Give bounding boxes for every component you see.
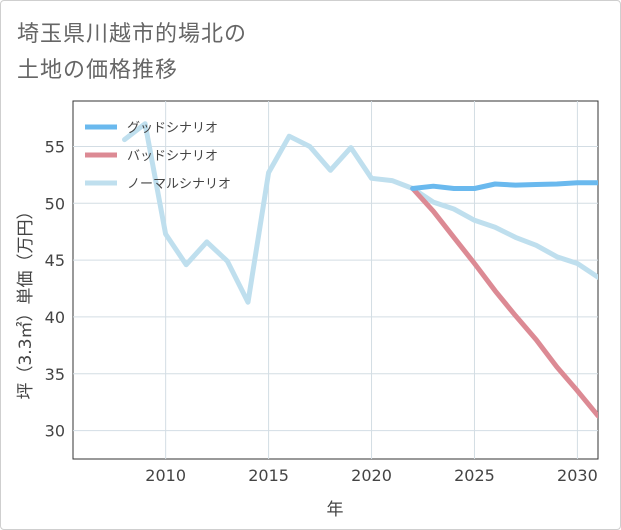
- y-axis-title: 坪（3.3㎡）単価（万円）: [16, 202, 36, 399]
- legend-label: グッドシナリオ: [127, 121, 218, 136]
- series-group: [122, 121, 598, 419]
- y-tick-labels: 30 35 40 45 50 55: [45, 137, 65, 440]
- chart-title: 埼玉県川越市的場北の 土地の価格推移: [17, 17, 417, 89]
- y-tick-label: 50: [45, 194, 65, 213]
- x-tick-label: 2015: [248, 466, 289, 485]
- legend-label: バッドシナリオ: [127, 149, 218, 164]
- plot-area: [72, 100, 599, 460]
- x-tick-labels: 2010 2015 2020 2025 2030: [145, 466, 597, 485]
- y-tick-label: 55: [45, 137, 65, 156]
- x-tick-label: 2030: [557, 466, 598, 485]
- y-tick-label: 35: [45, 365, 65, 384]
- y-tick-label: 30: [45, 422, 65, 441]
- series-line-normal: [122, 121, 598, 305]
- y-tick-label: 45: [45, 251, 65, 270]
- y-tick-label: 40: [45, 308, 65, 327]
- title-line-1: 埼玉県川越市的場北の: [17, 22, 248, 47]
- x-tick-label: 2010: [145, 466, 186, 485]
- x-tick-label: 2020: [351, 466, 392, 485]
- series-line-good: [410, 180, 598, 191]
- legend-label: ノーマルシナリオ: [127, 177, 231, 192]
- x-tick-label: 2025: [454, 466, 495, 485]
- title-line-2: 土地の価格推移: [17, 58, 179, 83]
- gridlines: [73, 101, 598, 459]
- series-line-bad: [410, 186, 598, 419]
- x-axis-title: 年: [327, 500, 344, 520]
